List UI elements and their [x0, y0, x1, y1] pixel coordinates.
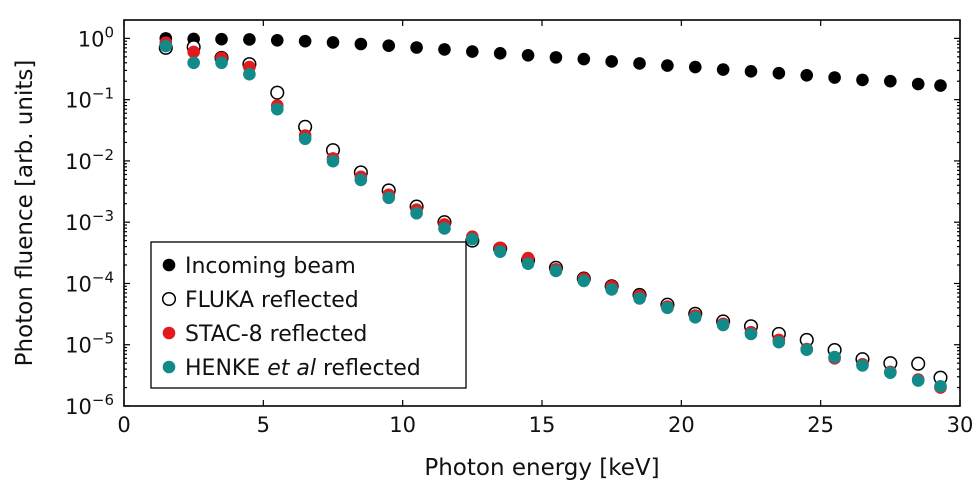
data-point — [744, 327, 758, 341]
data-point — [549, 51, 563, 64]
legend-marker — [162, 360, 176, 374]
series-0-points — [159, 32, 947, 92]
data-point — [521, 48, 535, 62]
data-point — [326, 154, 340, 168]
data-point — [856, 73, 869, 87]
data-point — [243, 33, 256, 46]
data-point — [800, 68, 814, 82]
data-point — [884, 74, 897, 88]
data-point — [911, 356, 926, 371]
x-tick-label: 20 — [668, 413, 695, 437]
x-tick-label: 0 — [117, 413, 130, 437]
data-point — [605, 55, 618, 68]
data-point — [605, 283, 618, 296]
series-3-points — [159, 39, 947, 393]
legend-label: HENKE et al reflected — [185, 356, 421, 381]
data-point — [911, 374, 925, 387]
data-point — [828, 350, 841, 364]
y-tick-label: 10−6 — [65, 391, 114, 419]
x-tick-label: 10 — [389, 413, 416, 437]
data-point — [382, 39, 396, 52]
y-tick-label: 100 — [78, 23, 114, 51]
x-tick-label: 25 — [807, 413, 834, 437]
data-point — [549, 264, 563, 278]
data-point — [298, 132, 312, 146]
data-point — [633, 292, 646, 305]
data-point — [934, 379, 947, 393]
data-point — [270, 102, 284, 116]
data-point — [856, 359, 869, 372]
data-point — [438, 43, 451, 56]
data-point — [772, 66, 786, 80]
data-point — [354, 37, 368, 51]
data-point — [438, 222, 451, 235]
data-point — [270, 85, 285, 100]
legend-marker — [161, 291, 177, 307]
data-point — [215, 56, 228, 70]
data-point — [521, 257, 535, 271]
data-point — [688, 60, 702, 74]
data-point — [243, 67, 256, 81]
data-point — [493, 47, 507, 60]
y-tick-label: 10−5 — [65, 330, 114, 358]
data-point — [382, 191, 396, 205]
x-tick-label: 15 — [529, 413, 556, 437]
data-point — [577, 52, 591, 66]
legend-marker — [162, 258, 176, 272]
x-tick-label: 5 — [257, 413, 270, 437]
y-tick-label: 10−1 — [65, 85, 114, 113]
y-axis-label: Photon fluence [arb. units] — [12, 60, 38, 367]
x-tick-label: 30 — [947, 413, 974, 437]
data-point — [744, 65, 758, 78]
data-point — [298, 34, 312, 48]
y-tick-label: 10−2 — [65, 146, 114, 174]
data-point — [716, 63, 730, 76]
data-point — [270, 34, 284, 47]
legend-marker — [162, 326, 176, 340]
data-point — [410, 41, 423, 54]
data-point — [466, 45, 479, 58]
legend-label: Incoming beam — [185, 254, 356, 279]
legend-box — [150, 241, 467, 389]
data-point — [187, 56, 200, 70]
data-point — [493, 245, 507, 258]
data-point — [410, 206, 423, 220]
data-point — [661, 301, 674, 315]
data-point — [934, 79, 947, 92]
x-axis-label: Photon energy [keV] — [424, 455, 659, 481]
data-point — [911, 77, 925, 91]
data-point — [326, 36, 340, 49]
legend-label: FLUKA reflected — [185, 288, 359, 313]
legend: Incoming beam FLUKA reflected STAC-8 refle… — [150, 241, 467, 389]
y-tick-label: 10−4 — [65, 268, 114, 296]
data-point — [800, 343, 814, 356]
data-point — [828, 71, 841, 84]
data-point — [187, 45, 200, 59]
data-point — [354, 173, 368, 187]
data-point — [661, 59, 674, 72]
legend-label: STAC-8 reflected — [185, 322, 367, 347]
data-point — [577, 274, 591, 288]
data-point — [716, 318, 730, 332]
plot-marks — [158, 32, 948, 394]
data-point — [159, 39, 173, 53]
axis-ticks: 0 5 10 15 20 25 30 100 10−1 10−2 10−3 10−4 10−5 10−6 — [65, 20, 973, 437]
data-point — [633, 57, 646, 70]
data-point — [884, 366, 897, 379]
data-point — [215, 32, 228, 46]
data-point — [466, 232, 479, 246]
data-point — [688, 311, 702, 324]
data-point — [772, 335, 786, 349]
y-tick-label: 10−3 — [65, 207, 114, 235]
